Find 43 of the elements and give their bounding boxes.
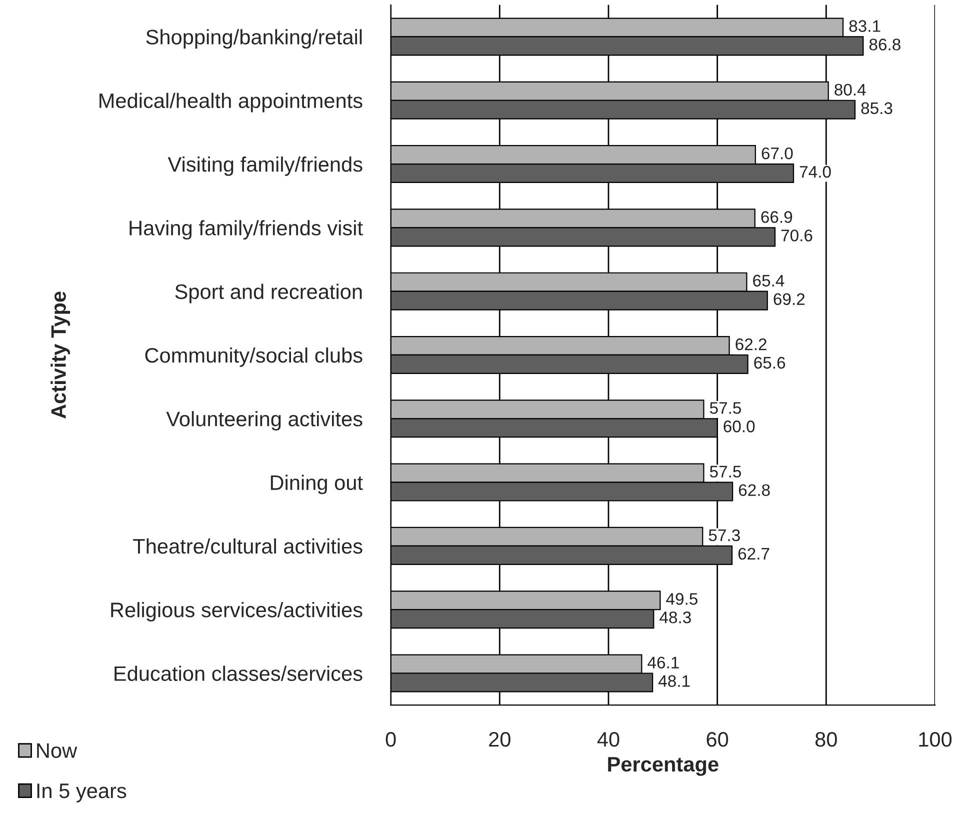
data-label: 49.5 bbox=[666, 593, 698, 605]
data-label: 65.6 bbox=[754, 356, 786, 369]
data-label: 48.1 bbox=[658, 675, 690, 687]
y-tick-label: Education classes/services bbox=[114, 666, 362, 681]
legend-label: Now bbox=[37, 743, 78, 758]
x-tick-label: 40 bbox=[597, 732, 620, 747]
data-label: 57.3 bbox=[708, 529, 740, 542]
x-tick-label: 100 bbox=[919, 732, 952, 747]
y-tick-label: Having family/friends visit bbox=[130, 220, 363, 240]
data-label: 62.2 bbox=[736, 338, 766, 350]
y-tick-label: Religious services/activities bbox=[111, 602, 362, 622]
data-label: 86.8 bbox=[869, 38, 900, 50]
data-label: 83.1 bbox=[849, 20, 880, 32]
data-label: 48.3 bbox=[660, 611, 691, 624]
y-tick-label: Theatre/cultural activities bbox=[133, 538, 362, 554]
y-tick-label: Community/social clubs bbox=[145, 347, 362, 367]
data-label: 66.9 bbox=[761, 211, 792, 223]
data-label: 85.3 bbox=[861, 102, 892, 114]
y-axis-title: Activity Type bbox=[50, 292, 70, 419]
x-tick-label: 80 bbox=[815, 732, 837, 747]
x-tick-label: 20 bbox=[489, 732, 510, 747]
data-label: 57.5 bbox=[710, 402, 742, 414]
x-tick-label: 60 bbox=[706, 732, 728, 747]
data-label: 69.2 bbox=[774, 293, 805, 306]
y-tick-label: Volunteering activites bbox=[166, 411, 362, 431]
data-label: 65.4 bbox=[753, 274, 784, 287]
y-tick-label: Dining out bbox=[270, 474, 363, 494]
data-label: 60.0 bbox=[724, 420, 755, 432]
data-label: 80.4 bbox=[834, 84, 866, 96]
data-label: 74.0 bbox=[800, 166, 831, 178]
data-label: 57.5 bbox=[710, 466, 742, 478]
x-axis-title: Percentage bbox=[608, 757, 718, 776]
data-label: 62.8 bbox=[738, 484, 770, 496]
data-label: 67.0 bbox=[762, 147, 793, 160]
y-tick-label: Medical/health appointments bbox=[100, 92, 362, 112]
data-label: 70.6 bbox=[781, 230, 812, 242]
data-label: 62.7 bbox=[738, 548, 770, 560]
y-tick-label: Visiting family/friends bbox=[168, 156, 362, 176]
y-tick-label: Sport and recreation bbox=[175, 284, 362, 304]
x-tick-label: 0 bbox=[386, 732, 396, 747]
data-label: 46.1 bbox=[648, 656, 679, 668]
y-tick-label: Shopping/banking/retail bbox=[146, 29, 362, 49]
legend-label: In 5 years bbox=[37, 784, 126, 802]
